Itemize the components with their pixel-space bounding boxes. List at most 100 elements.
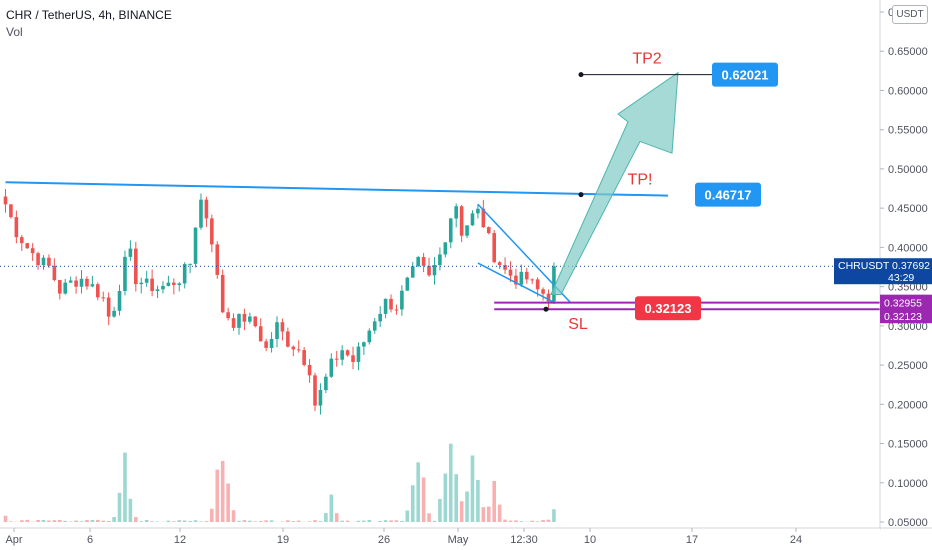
price-tick-label: 0.50000 xyxy=(888,164,928,176)
time-tick-label: 6 xyxy=(87,534,93,546)
time-tick-label: 12 xyxy=(174,534,186,546)
candle-body xyxy=(264,341,268,348)
price-axis[interactable]: 0.700000.650000.600000.550000.500000.450… xyxy=(834,0,932,550)
candle-body xyxy=(530,279,535,281)
volume-bar xyxy=(470,455,475,522)
tp1-anchor[interactable] xyxy=(578,192,584,198)
time-tick-label: 17 xyxy=(686,534,698,546)
support-price-tag[interactable] xyxy=(880,294,932,310)
tp1-value-box[interactable] xyxy=(695,182,761,207)
candle-body xyxy=(503,265,507,270)
tp2-value-box[interactable] xyxy=(712,62,778,87)
price-tick-label: 0.10000 xyxy=(888,478,928,490)
candle-body xyxy=(58,280,62,294)
tp2-text: TP2 xyxy=(632,51,661,68)
candle-body xyxy=(296,349,301,351)
candle-body xyxy=(378,313,382,322)
volume-bar xyxy=(85,520,89,522)
candle-body xyxy=(3,196,8,205)
volume-bar xyxy=(215,469,220,522)
volume-bar xyxy=(497,504,502,522)
volume-legend: Vol xyxy=(6,25,23,39)
candle-body xyxy=(237,313,241,328)
candle-body xyxy=(14,217,19,238)
candle-body xyxy=(372,321,377,331)
volume-bar xyxy=(74,520,78,522)
volume-bar xyxy=(503,519,507,522)
sl-price-tag[interactable] xyxy=(880,308,932,324)
candle-body xyxy=(421,257,426,266)
price-tick-label: 0.40000 xyxy=(888,242,928,254)
chart-drawings[interactable]: TP2 0.62021 TP! 0.46717 SL 0.32123 xyxy=(0,51,880,334)
candle-body xyxy=(443,242,448,255)
sl-value-box[interactable] xyxy=(635,296,701,321)
price-tick-label: 0.35000 xyxy=(888,282,928,294)
volume-bar xyxy=(106,520,111,522)
candle-body xyxy=(139,282,144,285)
candle-body xyxy=(280,322,285,332)
volume-bar xyxy=(101,520,106,522)
candle-body xyxy=(106,297,111,317)
volume-bar xyxy=(416,462,420,522)
volume-bar xyxy=(535,521,540,522)
price-tick-label: 0.45000 xyxy=(888,203,928,215)
volume-bar xyxy=(432,520,437,522)
resistance-trendline[interactable] xyxy=(5,181,668,197)
volume-bar xyxy=(307,521,312,522)
last-price-tag[interactable] xyxy=(834,258,932,285)
sl-price-text: 0.32123 xyxy=(884,311,922,323)
candle-body xyxy=(329,358,334,377)
candle-body xyxy=(117,291,122,311)
volume-bar xyxy=(367,519,372,522)
volume-bar xyxy=(36,519,40,522)
volume-bar xyxy=(3,515,8,522)
candle-body xyxy=(400,290,404,310)
volume-bar xyxy=(552,509,556,522)
candle-body xyxy=(215,244,220,275)
volume-bar xyxy=(530,520,535,522)
volume-bar xyxy=(41,519,46,522)
volume-bar xyxy=(128,498,133,522)
volume-bar xyxy=(329,494,334,522)
volume-bar xyxy=(199,521,203,522)
candle-body xyxy=(383,298,388,314)
target-arrow[interactable] xyxy=(550,71,679,295)
candle-body xyxy=(481,208,486,228)
time-axis[interactable]: Apr 6 12 19 26 May 12:30 10 17 24 xyxy=(0,527,932,550)
time-tick-label: 26 xyxy=(378,534,390,546)
volume-bar xyxy=(486,506,491,522)
support-price-text: 0.32955 xyxy=(884,298,922,310)
candle-body xyxy=(96,284,100,298)
bar-countdown: 43:29 xyxy=(888,272,914,284)
candle-body xyxy=(101,297,106,299)
candle-body xyxy=(204,199,209,219)
candle-body xyxy=(30,248,35,254)
candle-body xyxy=(177,283,182,286)
volume-bar xyxy=(112,517,116,522)
tp2-anchor[interactable] xyxy=(578,72,584,78)
currency-button[interactable]: USDT xyxy=(892,5,928,24)
sl-anchor[interactable] xyxy=(543,306,549,312)
volume-bar xyxy=(454,474,458,522)
candle-body xyxy=(535,279,540,290)
volume-bar xyxy=(134,517,138,522)
candle-body xyxy=(416,257,420,267)
volume-bar xyxy=(465,491,469,522)
volume-bar xyxy=(508,520,513,522)
candle-body xyxy=(459,206,464,236)
volume-bar xyxy=(410,485,415,522)
candle-body xyxy=(36,253,40,266)
candle-body xyxy=(470,213,475,226)
wedge-lower-line[interactable] xyxy=(477,262,555,303)
candle-body xyxy=(52,265,57,281)
volume-bar xyxy=(345,520,350,522)
volume-bar xyxy=(378,521,382,522)
volume-bar xyxy=(25,519,30,522)
volume-bar xyxy=(313,520,317,522)
volume-bar xyxy=(291,521,296,522)
volume-bar xyxy=(340,520,344,522)
candle-body xyxy=(85,278,89,287)
volume-bar xyxy=(123,452,127,522)
volume-bar xyxy=(237,520,241,522)
